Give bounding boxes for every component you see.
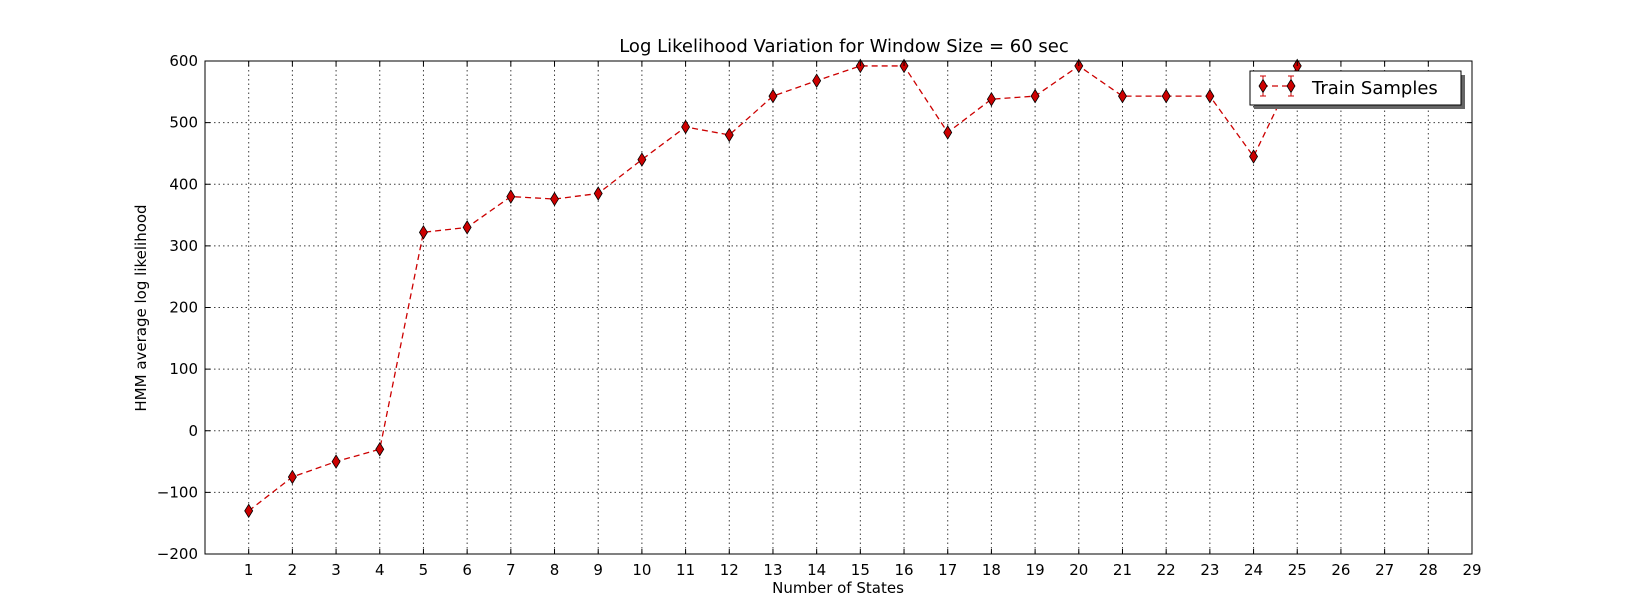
x-tick-label: 20 <box>1069 561 1088 579</box>
data-point <box>1205 88 1215 104</box>
x-tick-label: 4 <box>375 561 385 579</box>
x-tick-label: 3 <box>331 561 341 579</box>
legend-marker <box>1258 78 1268 94</box>
x-tick-label: 22 <box>1157 561 1176 579</box>
data-point <box>244 503 254 519</box>
x-tick-label: 29 <box>1462 561 1481 579</box>
data-point <box>550 191 559 207</box>
x-tick-label: 9 <box>593 561 603 579</box>
data-point <box>986 91 996 107</box>
x-tick-label: 27 <box>1375 561 1394 579</box>
data-point <box>637 152 647 167</box>
x-tick-label: 2 <box>288 561 298 579</box>
grid <box>205 60 1473 555</box>
data-point <box>1249 149 1259 164</box>
data-point <box>375 441 385 457</box>
x-tick-label: 1 <box>244 561 254 579</box>
y-tick-label: −200 <box>157 545 198 563</box>
legend-sample <box>1258 75 1296 97</box>
y-tick-label: 300 <box>169 237 198 255</box>
x-tick-label: 15 <box>851 561 870 579</box>
x-axis-title: Number of States <box>772 579 904 597</box>
x-tick-label: 14 <box>807 561 826 579</box>
x-tick-label: 26 <box>1331 561 1350 579</box>
x-tick-label: 19 <box>1026 561 1045 579</box>
data-point <box>418 225 428 240</box>
x-tick-label: 5 <box>419 561 429 579</box>
y-tick-label: 600 <box>169 52 198 70</box>
y-tick-label: 200 <box>169 299 198 317</box>
ticks: 1 2 3 4 5 6 7 8 9 10 11 12 13 14 15 16 17 18 19 20 21 22 23 24 2… <box>157 52 1482 579</box>
legend-marker <box>1286 78 1296 94</box>
y-axis-title: HMM average log likelihood <box>132 204 150 411</box>
data-point <box>768 88 778 104</box>
chart-title: Log Likelihood Variation for Window Size… <box>619 36 1069 57</box>
x-tick-label: 13 <box>763 561 782 579</box>
x-tick-label: 16 <box>894 561 913 579</box>
x-tick-label: 6 <box>462 561 472 579</box>
y-tick-label: −100 <box>157 483 198 501</box>
x-tick-label: 12 <box>720 561 739 579</box>
data-point <box>724 127 734 143</box>
x-tick-label: 7 <box>506 561 516 579</box>
x-tick-label: 25 <box>1288 561 1307 579</box>
legend: Train Samples <box>1249 70 1465 109</box>
data-point <box>462 220 472 235</box>
y-tick-label: 400 <box>169 175 198 193</box>
x-tick-label: 18 <box>982 561 1001 579</box>
data-point <box>506 189 516 204</box>
y-tick-label: 0 <box>188 422 198 440</box>
data-point <box>331 454 341 469</box>
data-point <box>593 186 603 201</box>
x-tick-label: 17 <box>938 561 957 579</box>
data-point <box>1161 88 1171 104</box>
x-tick-label: 11 <box>676 561 695 579</box>
data-point <box>812 73 822 88</box>
data-point <box>943 125 953 140</box>
x-tick-label: 28 <box>1419 561 1438 579</box>
y-tick-label: 500 <box>169 114 198 132</box>
data-point <box>681 119 691 135</box>
data-point <box>287 469 297 485</box>
legend-box <box>1249 70 1462 106</box>
data-point <box>1118 88 1127 104</box>
data-point <box>1030 88 1040 104</box>
y-tick-label: 100 <box>169 360 198 378</box>
x-tick-label: 23 <box>1200 561 1219 579</box>
x-tick-label: 21 <box>1113 561 1132 579</box>
x-tick-label: 24 <box>1244 561 1263 579</box>
legend-label: Train Samples <box>1311 78 1438 99</box>
x-tick-label: 8 <box>550 561 560 579</box>
x-tick-label: 10 <box>632 561 651 579</box>
